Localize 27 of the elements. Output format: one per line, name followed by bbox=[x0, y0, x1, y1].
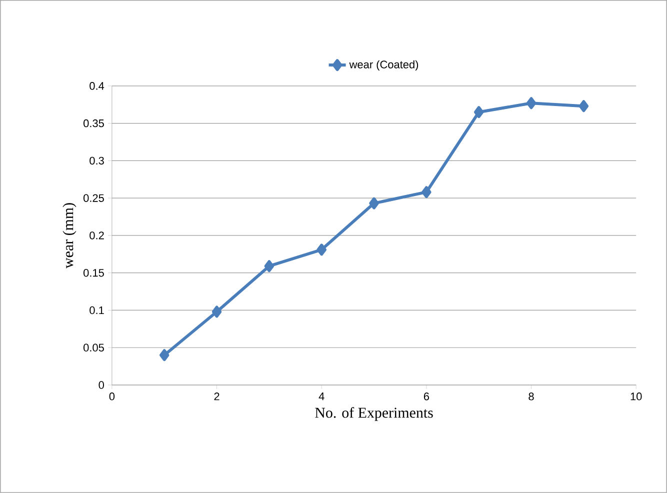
point bbox=[264, 260, 274, 272]
y-axis-title: wear (mm) bbox=[62, 203, 76, 268]
y-tick-label: 0.4 bbox=[90, 82, 104, 90]
x-tick-label: 4 bbox=[318, 392, 324, 400]
x-tick-label: 0 bbox=[109, 392, 115, 400]
x-tick-label: 2 bbox=[214, 392, 220, 400]
x-axis-title: No. of Experiments bbox=[315, 407, 433, 421]
y-tick-label: 0.2 bbox=[90, 232, 104, 240]
point bbox=[474, 106, 484, 118]
x-tick-label: 8 bbox=[528, 392, 534, 400]
y-tick-label: 0.05 bbox=[84, 344, 104, 352]
y-tick-label: 0 bbox=[98, 381, 104, 389]
y-tick-label: 0.15 bbox=[84, 269, 104, 277]
point bbox=[369, 197, 379, 210]
y-tick-label: 0.1 bbox=[90, 306, 104, 314]
point bbox=[422, 186, 432, 198]
point bbox=[159, 349, 170, 362]
point bbox=[212, 306, 222, 318]
x-tick-label: 10 bbox=[630, 392, 642, 400]
y-tick-label: 0.3 bbox=[90, 156, 104, 165]
x-tick-label: 6 bbox=[424, 392, 429, 400]
y-tick-label: 0.35 bbox=[84, 119, 104, 128]
point bbox=[578, 100, 589, 112]
legend-label: wear (Coated) bbox=[349, 60, 418, 71]
y-tick-label: 0.25 bbox=[84, 194, 104, 202]
point bbox=[316, 244, 326, 256]
point bbox=[526, 97, 536, 110]
